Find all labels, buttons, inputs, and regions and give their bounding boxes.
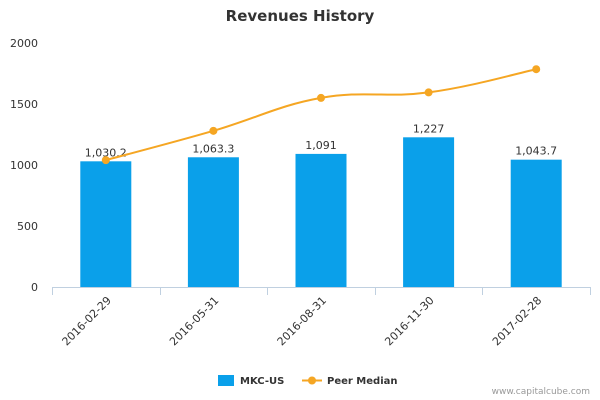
peer-median-point-2016-08-31 <box>317 93 325 102</box>
y-axis: 0 500 1000 1500 2000 <box>10 37 38 294</box>
x-tick-label: 2016-08-31 <box>275 294 329 348</box>
y-tick-label: 1500 <box>10 98 38 111</box>
bar-series <box>80 137 562 287</box>
bar-value-label: 1,227 <box>413 122 445 135</box>
y-tick-label: 500 <box>17 220 38 233</box>
x-tick-label: 2016-11-30 <box>382 294 436 348</box>
peer-median-point-2016-02-29 <box>101 156 110 165</box>
legend-label-mkc-us: MKC-US <box>240 376 284 387</box>
bar-value-label: 1,091 <box>305 139 337 152</box>
x-tick-label: 2016-05-31 <box>167 294 221 348</box>
credit-text: www.capitalcube.com <box>492 387 590 397</box>
bar-2016-08-31 <box>295 153 347 287</box>
legend: MKC-US Peer Median <box>218 375 398 387</box>
x-axis: 2016-02-29 2016-05-31 2016-08-31 2016-11-30… <box>52 287 591 348</box>
bar-2017-02-28 <box>510 159 562 287</box>
chart-title: Revenues History <box>226 7 375 25</box>
bar-2016-05-31 <box>187 157 239 287</box>
y-tick-label: 1000 <box>10 159 38 172</box>
legend-marker-peer-median <box>308 376 316 385</box>
bar-value-label: 1,043.7 <box>515 145 557 158</box>
x-tick-label: 2016-02-29 <box>60 294 114 348</box>
bar-2016-02-29 <box>80 161 132 287</box>
peer-median-point-2016-05-31 <box>209 126 218 135</box>
y-tick-label: 0 <box>31 281 38 294</box>
x-tick-label: 2017-02-28 <box>490 294 544 348</box>
legend-swatch-mkc-us <box>218 375 234 386</box>
y-tick-label: 2000 <box>10 37 38 50</box>
bar-value-label: 1,030.2 <box>85 146 127 159</box>
bar-data-labels: 1,030.2 1,063.3 1,091 1,227 1,043.7 <box>85 122 557 159</box>
bar-2016-11-30 <box>403 137 455 287</box>
legend-label-peer-median: Peer Median <box>327 376 398 387</box>
bar-value-label: 1,063.3 <box>192 142 234 155</box>
peer-median-point-2017-02-28 <box>532 65 541 74</box>
peer-median-point-2016-11-30 <box>424 88 433 97</box>
peer-median-series <box>101 65 541 165</box>
